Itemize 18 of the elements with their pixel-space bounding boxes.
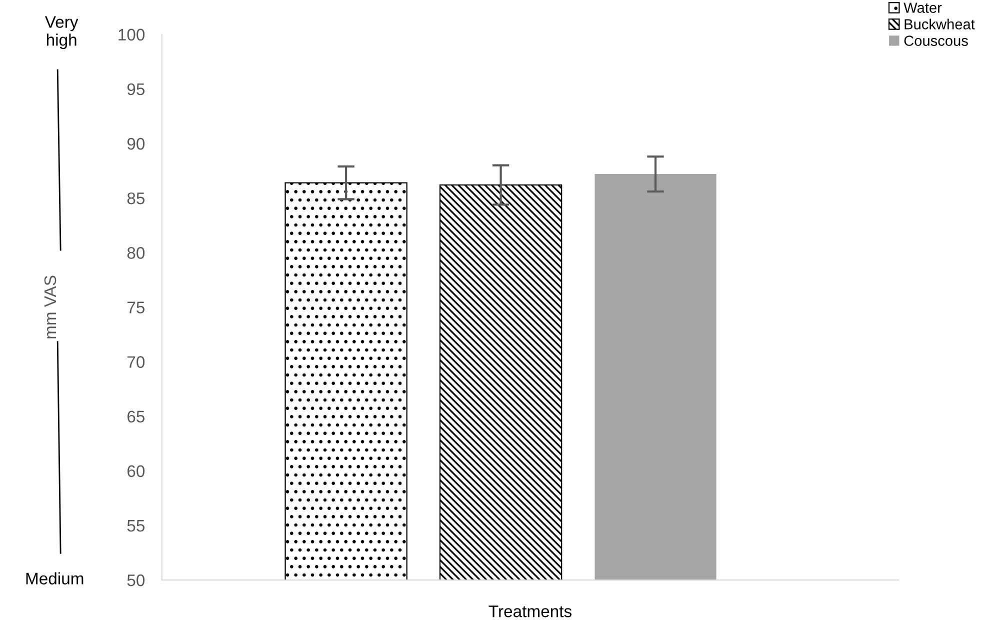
y-tick-label: 85 xyxy=(127,192,144,204)
y-tick-label: 100 xyxy=(118,28,145,41)
legend-label: Water xyxy=(904,2,942,13)
x-axis-title: Treatments xyxy=(488,606,572,618)
y-tick-label: 75 xyxy=(128,302,144,314)
y-tick-label: 90 xyxy=(127,138,145,150)
text: Very high xyxy=(44,16,78,50)
y-tick-label: 70 xyxy=(128,356,145,368)
y-tick-label: 80 xyxy=(127,247,145,259)
y-tick-label: 65 xyxy=(128,410,144,423)
y-tick-label: 50 xyxy=(127,574,145,586)
y-axis-title: mm VAS xyxy=(44,276,56,338)
text: Medium xyxy=(26,572,84,584)
legend-label: Buckwheat xyxy=(904,18,975,30)
y-tick-label: 95 xyxy=(127,83,144,96)
y-tick-label: 55 xyxy=(127,520,144,532)
y-tick-label: 60 xyxy=(128,465,145,478)
legend-label: Couscous xyxy=(904,36,968,46)
